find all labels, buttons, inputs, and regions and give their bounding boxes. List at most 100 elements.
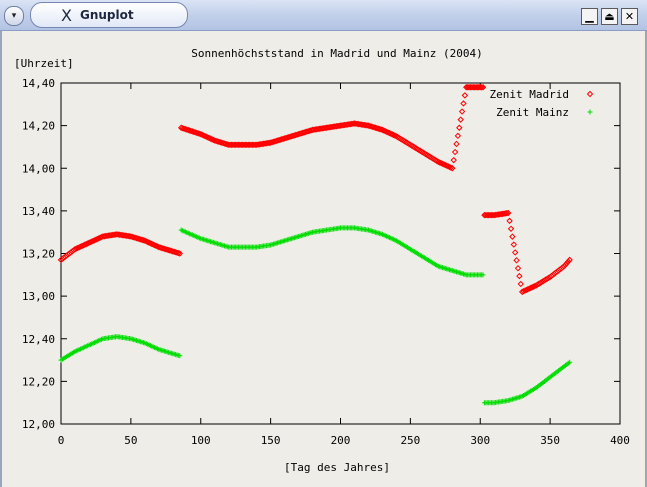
data-point xyxy=(175,249,182,257)
data-point xyxy=(439,160,446,167)
y-tick-label: 14,40 xyxy=(22,77,55,90)
data-point xyxy=(92,236,100,243)
data-point xyxy=(562,261,569,268)
x-tick-label: 250 xyxy=(400,434,420,447)
y-tick-label: 14,20 xyxy=(22,120,55,133)
data-point xyxy=(391,132,399,139)
data-point xyxy=(458,108,466,115)
data-point xyxy=(390,131,397,139)
data-point xyxy=(443,162,450,169)
data-point xyxy=(383,128,390,136)
data-point xyxy=(81,241,88,248)
data-point xyxy=(510,241,517,248)
data-point xyxy=(503,210,511,217)
y-tick-label: 12,40 xyxy=(22,333,55,346)
data-point xyxy=(435,158,442,166)
data-point xyxy=(176,250,183,257)
chevron-down-icon: ▾ xyxy=(11,11,17,21)
x-tick-label: 150 xyxy=(261,434,281,447)
data-point xyxy=(524,286,531,293)
data-series xyxy=(57,84,573,406)
data-point xyxy=(444,163,452,170)
data-point xyxy=(446,163,453,171)
data-point xyxy=(525,285,533,292)
data-point xyxy=(85,239,93,247)
window-border-left xyxy=(0,31,2,487)
window-titlebar[interactable]: ▾ X Gnuplot ▁ ⏏ ✕ xyxy=(0,0,647,31)
x-tick-label: 0 xyxy=(58,434,65,447)
data-point xyxy=(141,237,149,244)
y-tick-label: 12,00 xyxy=(22,418,55,431)
legend-marker xyxy=(587,109,593,115)
data-point xyxy=(89,237,97,245)
data-point xyxy=(74,244,81,252)
legend-label: Zenit Mainz xyxy=(496,106,569,119)
data-point xyxy=(145,239,153,246)
data-point xyxy=(567,359,573,365)
window-title-tab[interactable]: X Gnuplot xyxy=(30,2,188,28)
data-point xyxy=(437,159,445,167)
data-point xyxy=(450,156,457,164)
y-tick-label: 13,20 xyxy=(22,248,55,261)
data-point xyxy=(447,164,455,171)
legend: Zenit Madrid Zenit Mainz xyxy=(490,88,594,119)
data-point xyxy=(480,272,486,278)
data-point xyxy=(518,288,526,296)
data-point xyxy=(198,131,206,138)
data-point xyxy=(531,282,538,290)
maximize-icon: ⏏ xyxy=(604,10,615,23)
y-tick-label: 12,20 xyxy=(22,375,55,388)
data-point xyxy=(513,257,520,264)
data-point xyxy=(560,263,568,270)
y-tick-label: 13,40 xyxy=(22,205,55,218)
data-point xyxy=(565,258,572,265)
minimize-icon: ▁ xyxy=(585,10,594,23)
legend-marker xyxy=(586,90,594,98)
data-point xyxy=(386,129,393,137)
data-point xyxy=(509,233,516,240)
data-point xyxy=(80,242,87,249)
maximize-button[interactable]: ⏏ xyxy=(601,8,618,25)
data-point xyxy=(73,245,80,252)
legend-label: Zenit Madrid xyxy=(490,88,569,101)
data-point xyxy=(91,237,98,244)
series-mainz xyxy=(58,225,573,406)
data-point xyxy=(82,240,90,248)
data-point xyxy=(388,131,396,138)
plot-area-border xyxy=(60,82,621,425)
x-tick-label: 50 xyxy=(124,434,137,447)
data-point xyxy=(521,287,529,294)
x-tick-label: 200 xyxy=(331,434,351,447)
window-border-right xyxy=(645,31,647,487)
data-point xyxy=(177,353,183,359)
data-point xyxy=(203,133,210,140)
close-button[interactable]: ✕ xyxy=(621,8,638,25)
minimize-button[interactable]: ▁ xyxy=(581,8,598,25)
data-point xyxy=(150,241,157,248)
data-point xyxy=(528,284,536,291)
x-logo-icon: X xyxy=(61,5,72,25)
data-point xyxy=(205,134,213,142)
close-icon: ✕ xyxy=(624,10,635,23)
data-point xyxy=(530,283,537,290)
data-point xyxy=(143,238,150,245)
window-menu-button[interactable]: ▾ xyxy=(4,6,24,26)
data-point xyxy=(380,127,388,134)
data-point xyxy=(507,225,515,232)
data-point xyxy=(88,238,95,245)
data-point xyxy=(200,132,207,139)
y-tick-label: 14,00 xyxy=(22,162,55,175)
data-point xyxy=(436,159,443,166)
data-point xyxy=(201,132,209,140)
data-point xyxy=(449,165,456,172)
data-point xyxy=(517,280,524,288)
data-point xyxy=(516,272,523,280)
x-axis-label: [Tag des Jahres] xyxy=(284,461,390,474)
data-point xyxy=(527,284,534,292)
data-point xyxy=(148,240,156,248)
data-point xyxy=(78,242,86,250)
data-point xyxy=(95,235,102,242)
data-point xyxy=(87,238,94,246)
